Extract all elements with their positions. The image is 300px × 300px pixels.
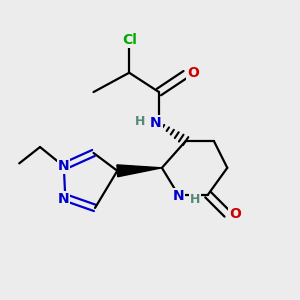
Text: O: O: [187, 66, 199, 80]
Text: N: N: [58, 192, 70, 206]
Text: N: N: [58, 159, 70, 173]
Text: Cl: Cl: [122, 33, 136, 47]
Text: H: H: [189, 193, 200, 206]
Text: H: H: [134, 115, 145, 128]
Text: O: O: [229, 207, 241, 221]
Text: N: N: [172, 189, 184, 203]
Text: N: N: [150, 116, 162, 130]
Polygon shape: [117, 165, 162, 177]
